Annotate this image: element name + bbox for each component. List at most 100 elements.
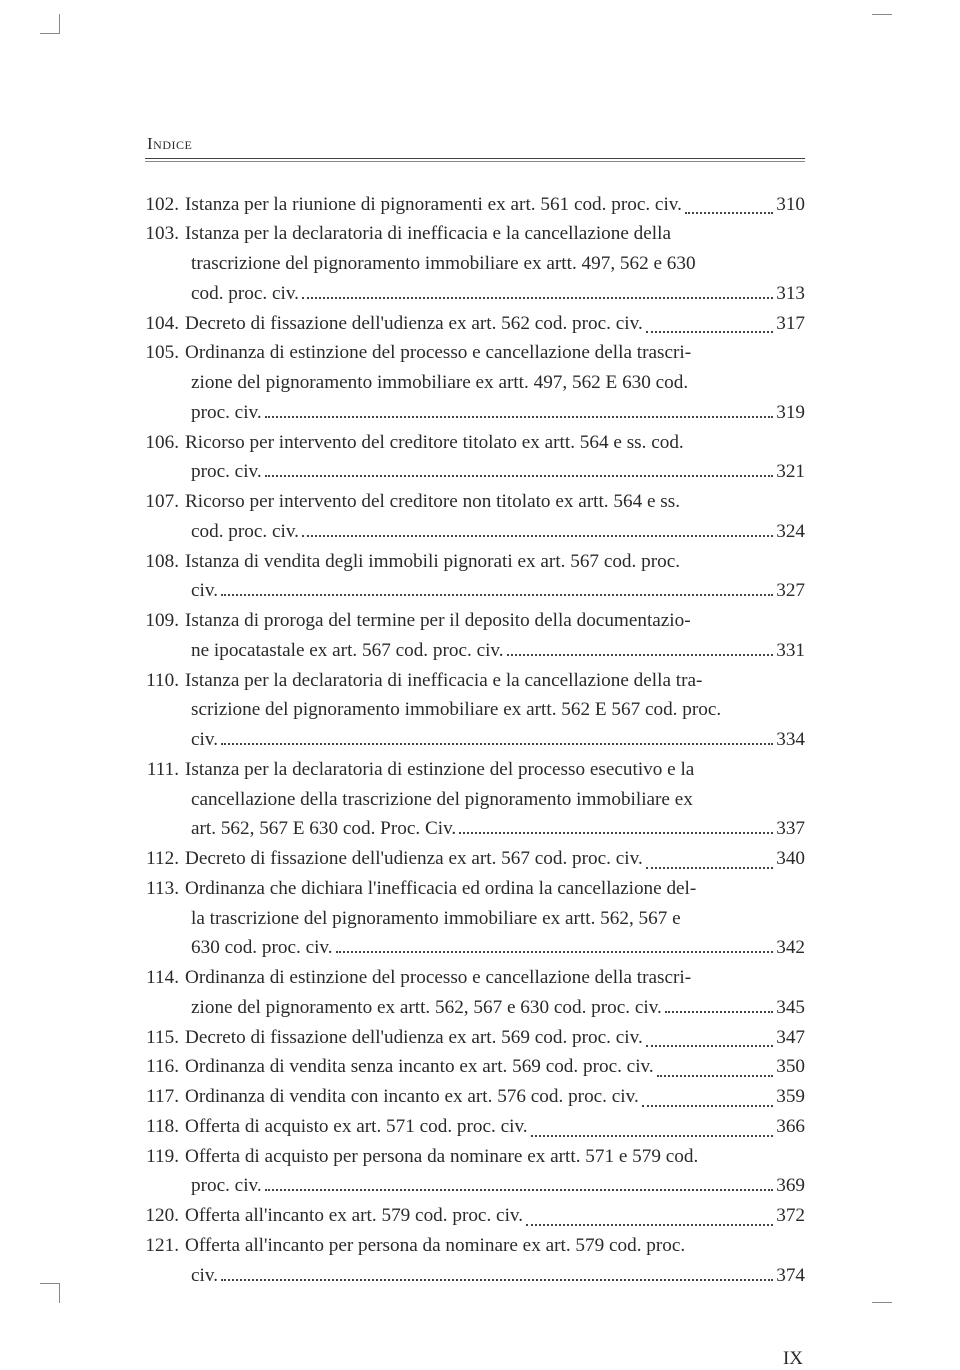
toc-entry: 121.Offerta all'incanto per persona da n… bbox=[145, 1231, 805, 1291]
toc-entry: 106.Ricorso per intervento del creditore… bbox=[145, 428, 805, 488]
page-number: IX bbox=[783, 1348, 803, 1370]
toc-entry: 103.Istanza per la declaratoria di ineff… bbox=[145, 219, 805, 308]
toc-entry-number: 109. bbox=[145, 606, 185, 636]
toc-entry: 104.Decreto di fissazione dell'udienza e… bbox=[145, 309, 805, 339]
crop-mark-bottom-left bbox=[40, 1283, 60, 1303]
toc-entry-text: Ricorso per intervento del creditore non… bbox=[185, 487, 805, 517]
toc-entry-text: civ. bbox=[191, 1261, 218, 1291]
crop-mark-bottom-right bbox=[872, 1302, 892, 1303]
toc-entry-number: 103. bbox=[145, 219, 185, 249]
toc-entry-text: la trascrizione del pignoramento immobil… bbox=[191, 904, 805, 934]
toc-entry: 118.Offerta di acquisto ex art. 571 cod.… bbox=[145, 1112, 805, 1142]
toc-leader-dots bbox=[646, 331, 773, 333]
toc-entry-text: Offerta di acquisto per persona da nomin… bbox=[185, 1142, 805, 1172]
toc-leader-dots bbox=[302, 535, 773, 537]
toc-leader-dots bbox=[459, 832, 773, 834]
toc-entry-page: 340 bbox=[776, 844, 805, 874]
toc-entry: 115.Decreto di fissazione dell'udienza e… bbox=[145, 1023, 805, 1053]
toc-entry-text: Istanza per la declaratoria di estinzion… bbox=[185, 755, 805, 785]
toc-entry-number: 110. bbox=[145, 666, 185, 696]
toc-leader-dots bbox=[221, 1279, 773, 1281]
toc-entry-text: Decreto di fissazione dell'udienza ex ar… bbox=[185, 309, 643, 339]
toc-entry: 117.Ordinanza di vendita con incanto ex … bbox=[145, 1082, 805, 1112]
toc-entry-text: proc. civ. bbox=[191, 398, 262, 428]
toc-entry-text: ne ipocatastale ex art. 567 cod. proc. c… bbox=[191, 636, 504, 666]
toc-leader-dots bbox=[526, 1224, 773, 1226]
toc-entry: 113.Ordinanza che dichiara l'inefficacia… bbox=[145, 874, 805, 963]
crop-mark-top-left bbox=[40, 14, 60, 34]
toc-entry-number: 121. bbox=[145, 1231, 185, 1261]
toc-entry-text: proc. civ. bbox=[191, 1171, 262, 1201]
toc-entry-text: Ordinanza di estinzione del processo e c… bbox=[185, 963, 805, 993]
toc-leader-dots bbox=[642, 1105, 773, 1107]
toc-entry-text: art. 562, 567 E 630 cod. Proc. Civ. bbox=[191, 814, 456, 844]
toc-entry-page: 319 bbox=[776, 398, 805, 428]
toc-entry-text: zione del pignoramento ex artt. 562, 567… bbox=[191, 993, 662, 1023]
toc-entry-text: zione del pignoramento immobiliare ex ar… bbox=[191, 368, 805, 398]
toc-entry-page: 347 bbox=[776, 1023, 805, 1053]
toc-leader-dots bbox=[221, 594, 773, 596]
toc-entry-page: 334 bbox=[776, 725, 805, 755]
toc-entry-text: proc. civ. bbox=[191, 457, 262, 487]
toc-entry-page: 342 bbox=[776, 933, 805, 963]
toc-entry-text: Offerta all'incanto ex art. 579 cod. pro… bbox=[185, 1201, 523, 1231]
toc-entry: 112.Decreto di fissazione dell'udienza e… bbox=[145, 844, 805, 874]
toc-entry-text: Ordinanza di vendita con incanto ex art.… bbox=[185, 1082, 639, 1112]
toc-entry-page: 345 bbox=[776, 993, 805, 1023]
toc-entry-text: Istanza per la riunione di pignoramenti … bbox=[185, 190, 682, 220]
toc-entry-number: 102. bbox=[145, 190, 185, 220]
toc-leader-dots bbox=[302, 297, 773, 299]
toc-entry-number: 118. bbox=[145, 1112, 185, 1142]
toc-entry-text: Istanza di vendita degli immobili pignor… bbox=[185, 547, 805, 577]
toc-entry-number: 105. bbox=[145, 338, 185, 368]
toc-entry-page: 321 bbox=[776, 457, 805, 487]
toc-entry-number: 112. bbox=[145, 844, 185, 874]
toc-leader-dots bbox=[685, 212, 773, 214]
toc-entry-text: 630 cod. proc. civ. bbox=[191, 933, 333, 963]
header-rule-thick bbox=[145, 158, 805, 159]
toc-entry-text: civ. bbox=[191, 576, 218, 606]
toc-entry-page: 317 bbox=[776, 309, 805, 339]
toc-entry-text: Ricorso per intervento del creditore tit… bbox=[185, 428, 805, 458]
toc-leader-dots bbox=[646, 1045, 773, 1047]
crop-mark-top-right bbox=[872, 14, 892, 15]
toc-entry: 119.Offerta di acquisto per persona da n… bbox=[145, 1142, 805, 1202]
toc-entry-page: 350 bbox=[776, 1052, 805, 1082]
toc-entry-number: 119. bbox=[145, 1142, 185, 1172]
page-content: Indice 102.Istanza per la riunione di pi… bbox=[145, 134, 805, 1290]
toc-leader-dots bbox=[265, 475, 774, 477]
toc-entry-text: Ordinanza di estinzione del processo e c… bbox=[185, 338, 805, 368]
toc-entry-text: Offerta di acquisto ex art. 571 cod. pro… bbox=[185, 1112, 528, 1142]
toc-entry-number: 114. bbox=[145, 963, 185, 993]
toc-entry-text: Offerta all'incanto per persona da nomin… bbox=[185, 1231, 805, 1261]
toc-entry-number: 104. bbox=[145, 309, 185, 339]
toc-entry-text: Decreto di fissazione dell'udienza ex ar… bbox=[185, 1023, 643, 1053]
toc-entry-text: Decreto di fissazione dell'udienza ex ar… bbox=[185, 844, 643, 874]
toc-entry-page: 313 bbox=[776, 279, 805, 309]
toc-entry-text: Istanza per la declaratoria di inefficac… bbox=[185, 666, 805, 696]
toc-entry-text: trascrizione del pignoramento immobiliar… bbox=[191, 249, 805, 279]
toc-entry: 114.Ordinanza di estinzione del processo… bbox=[145, 963, 805, 1023]
toc-entry-page: 337 bbox=[776, 814, 805, 844]
toc-entry: 107.Ricorso per intervento del creditore… bbox=[145, 487, 805, 547]
toc-entry-page: 374 bbox=[776, 1261, 805, 1291]
toc-leader-dots bbox=[221, 743, 773, 745]
toc-entry-number: 115. bbox=[145, 1023, 185, 1053]
toc-entry-page: 310 bbox=[776, 190, 805, 220]
toc-leader-dots bbox=[265, 416, 774, 418]
toc-entry: 116.Ordinanza di vendita senza incanto e… bbox=[145, 1052, 805, 1082]
toc-entry-text: cod. proc. civ. bbox=[191, 279, 299, 309]
toc-entry-number: 113. bbox=[145, 874, 185, 904]
toc-entry-text: Istanza di proroga del termine per il de… bbox=[185, 606, 805, 636]
toc-entry-text: cancellazione della trascrizione del pig… bbox=[191, 785, 805, 815]
toc-entry: 105.Ordinanza di estinzione del processo… bbox=[145, 338, 805, 427]
toc-entry-number: 120. bbox=[145, 1201, 185, 1231]
header-title: Indice bbox=[145, 134, 805, 154]
toc-entry-page: 324 bbox=[776, 517, 805, 547]
toc-entry-number: 107. bbox=[145, 487, 185, 517]
toc-leader-dots bbox=[265, 1189, 774, 1191]
toc-entry-page: 331 bbox=[776, 636, 805, 666]
toc-leader-dots bbox=[507, 654, 774, 656]
toc-leader-dots bbox=[657, 1075, 774, 1077]
toc-leader-dots bbox=[646, 867, 773, 869]
